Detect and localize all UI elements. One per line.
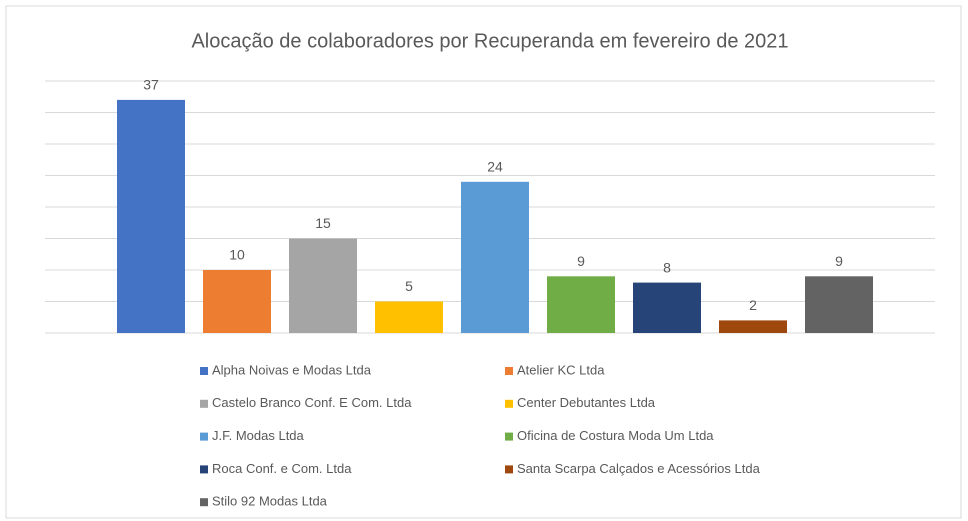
legend-label: Center Debutantes Ltda <box>517 395 656 410</box>
value-label: 8 <box>663 259 671 275</box>
legend-swatch <box>200 498 208 507</box>
legend-swatch <box>505 465 513 474</box>
legend-swatch <box>505 432 513 441</box>
bar <box>461 181 529 333</box>
value-label: 24 <box>487 159 503 175</box>
bar <box>289 238 357 333</box>
bar <box>117 99 185 334</box>
value-label: 10 <box>229 247 245 263</box>
legend-label: Castelo Branco Conf. E Com. Ltda <box>212 395 412 410</box>
legend-swatch <box>200 367 208 375</box>
bar <box>203 270 271 333</box>
bar <box>375 301 443 333</box>
value-label: 37 <box>143 77 159 93</box>
legend-swatch <box>200 399 208 408</box>
value-label: 2 <box>749 297 757 313</box>
legend-swatch <box>200 432 208 441</box>
value-label: 15 <box>315 215 331 231</box>
legend-label: Roca Conf. e Com. Ltda <box>212 461 352 476</box>
bar <box>547 276 615 333</box>
legend-label: Stilo 92 Modas Ltda <box>212 494 328 509</box>
legend-label: Oficina de Costura Moda Um Ltda <box>517 428 714 443</box>
legend-label: Alpha Noivas e Modas Ltda <box>212 362 372 377</box>
legend-label: Santa Scarpa Calçados e Acessórios Ltda <box>517 461 761 476</box>
value-label: 9 <box>577 253 585 269</box>
value-label: 9 <box>835 253 843 269</box>
bar <box>805 276 873 333</box>
chart-title: Alocação de colaboradores por Recuperand… <box>191 30 788 52</box>
bar <box>719 320 787 333</box>
legend-swatch <box>200 465 208 474</box>
legend-swatch <box>505 399 513 408</box>
legend-swatch <box>505 367 513 375</box>
legend-label: Atelier KC Ltda <box>517 362 605 377</box>
bar <box>633 282 701 333</box>
legend-label: J.F. Modas Ltda <box>212 428 305 443</box>
value-label: 5 <box>405 278 413 294</box>
